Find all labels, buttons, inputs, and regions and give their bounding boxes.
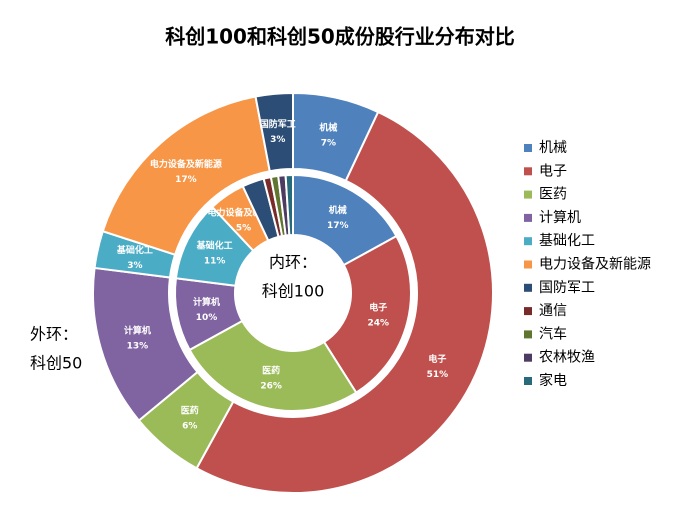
chart-title: 科创100和科创50成份股行业分布对比 [165, 25, 515, 49]
legend-label: 通信 [539, 303, 567, 319]
slice-value-label: 17% [175, 175, 197, 185]
donut-slice [195, 110, 494, 494]
ring-series-name: 科创50 [30, 354, 82, 373]
slice-category-label: 计算机 [193, 296, 220, 308]
slice-value-label: 5% [236, 224, 251, 234]
legend-label: 汽车 [539, 325, 567, 342]
legend-swatch [524, 213, 532, 222]
legend-label: 电力设备及新能源 [539, 256, 651, 273]
slice-value-label: 3% [127, 261, 142, 271]
legend-swatch [524, 283, 532, 292]
slice-value-label: 6% [182, 421, 197, 431]
slice-value-label: 24% [367, 318, 389, 328]
slice-category-label: 医药 [262, 365, 280, 377]
slice-category-label: 机械 [319, 121, 337, 133]
slice-category-label: 电子 [428, 353, 446, 365]
legend-swatch [524, 260, 532, 269]
slice-category-label: 基础化工 [196, 240, 233, 252]
legend-swatch [524, 377, 532, 385]
legend-swatch [524, 237, 532, 246]
slice-category-label: 电力设备及新能源 [150, 158, 222, 170]
legend-swatch [524, 190, 532, 199]
slice-category-label: 基础化工 [116, 244, 153, 256]
legend-label: 机械 [539, 140, 567, 156]
slice-category-label: 机械 [329, 204, 347, 216]
slice-value-label: 51% [427, 370, 449, 380]
donut-slice [188, 319, 358, 412]
legend-label: 农林牧渔 [539, 350, 595, 366]
slice-value-label: 10% [196, 313, 218, 323]
legend-swatch [524, 330, 532, 339]
slice-value-label: 17% [327, 221, 349, 231]
slice-category-label: 计算机 [124, 325, 151, 337]
slice-category-label: 电子 [369, 301, 387, 313]
legend-label: 计算机 [539, 210, 581, 226]
slice-value-label: 7% [321, 138, 336, 148]
donut-slice [284, 173, 294, 237]
donut-slice [322, 234, 412, 395]
legend-swatch [524, 144, 532, 152]
ring-label: 内环： [269, 253, 317, 272]
slice-category-label: 国防军工 [260, 118, 296, 130]
slice-value-label: 26% [260, 382, 282, 392]
legend-swatch [524, 353, 532, 362]
slice-category-label: 医药 [181, 404, 199, 416]
ring-series-name: 科创100 [262, 282, 325, 301]
slice-value-label: 3% [270, 135, 285, 145]
legend-swatch [524, 307, 532, 316]
legend-label: 家电 [539, 372, 567, 389]
legend-label: 电子 [539, 163, 567, 179]
legend-label: 国防军工 [539, 280, 595, 296]
legend-label: 基础化工 [539, 232, 595, 249]
slice-value-label: 13% [127, 342, 149, 352]
slice-value-label: 11% [204, 257, 226, 267]
legend-swatch [524, 167, 532, 176]
ring-label: 外环： [30, 325, 78, 344]
legend-label: 医药 [539, 187, 567, 203]
